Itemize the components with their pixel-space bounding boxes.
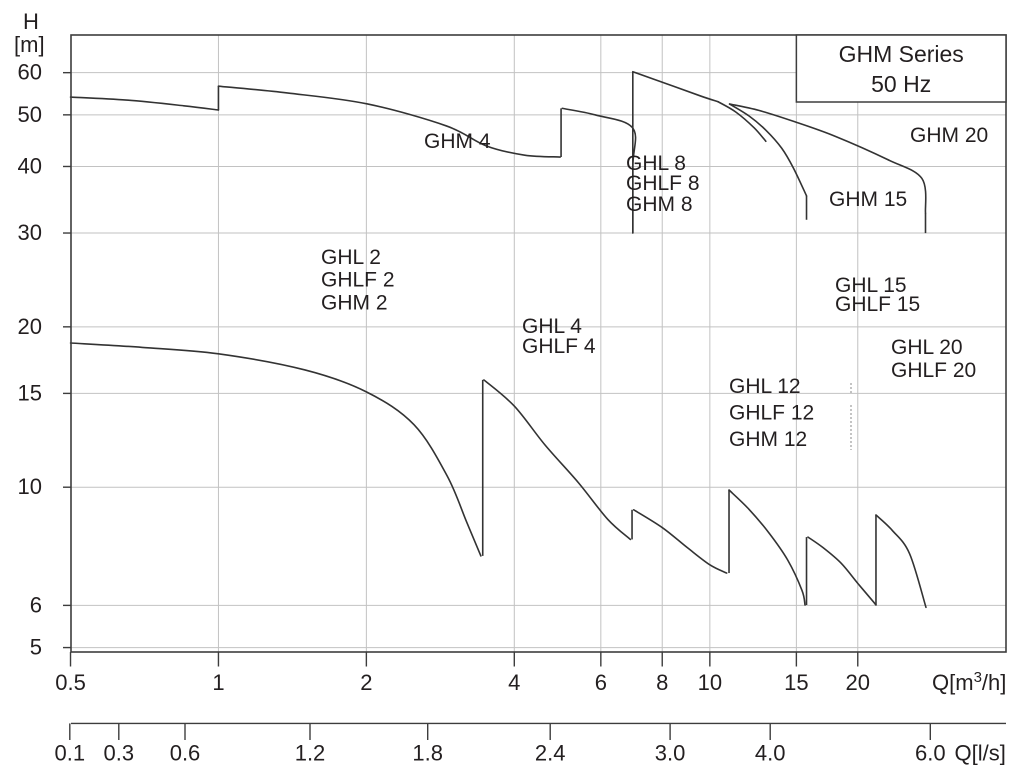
- svg-text:6: 6: [595, 670, 607, 695]
- svg-text:8: 8: [656, 670, 668, 695]
- svg-text:50: 50: [18, 102, 42, 127]
- svg-text:GHM Series: GHM Series: [839, 41, 964, 67]
- svg-text:GHLF 12: GHLF 12: [729, 402, 814, 425]
- svg-text:10: 10: [18, 474, 42, 499]
- svg-text:GHM 20: GHM 20: [910, 124, 988, 147]
- svg-text:2.4: 2.4: [535, 741, 566, 766]
- svg-text:4.0: 4.0: [755, 741, 786, 766]
- svg-text:GHM 2: GHM 2: [321, 292, 388, 315]
- svg-text:0.5: 0.5: [55, 670, 86, 695]
- svg-text:60: 60: [18, 60, 42, 85]
- svg-text:3.0: 3.0: [655, 741, 686, 766]
- svg-text:1.8: 1.8: [412, 741, 443, 766]
- svg-text:50 Hz: 50 Hz: [871, 71, 931, 97]
- svg-text:GHLF 15: GHLF 15: [835, 293, 920, 316]
- svg-text:40: 40: [18, 153, 42, 178]
- svg-text:4: 4: [508, 670, 520, 695]
- svg-text:GHM 8: GHM 8: [626, 193, 693, 216]
- svg-text:0.3: 0.3: [104, 741, 135, 766]
- svg-text:20: 20: [18, 314, 42, 339]
- svg-text:15: 15: [18, 380, 42, 405]
- svg-text:30: 30: [18, 220, 42, 245]
- svg-text:GHM 12: GHM 12: [729, 428, 807, 451]
- svg-text:6: 6: [30, 592, 42, 617]
- svg-text:GHLF 2: GHLF 2: [321, 269, 395, 292]
- svg-text:Q[l/s]: Q[l/s]: [955, 741, 1006, 766]
- svg-text:15: 15: [784, 670, 808, 695]
- svg-text:1: 1: [212, 670, 224, 695]
- svg-text:1.2: 1.2: [295, 741, 326, 766]
- svg-text:0.6: 0.6: [170, 741, 201, 766]
- svg-text:2: 2: [360, 670, 372, 695]
- svg-text:10: 10: [698, 670, 722, 695]
- svg-text:GHM 4: GHM 4: [424, 130, 491, 153]
- svg-text:GHLF 4: GHLF 4: [522, 335, 596, 358]
- svg-text:GHLF 20: GHLF 20: [891, 359, 976, 382]
- svg-text:20: 20: [846, 670, 870, 695]
- svg-text:6.0: 6.0: [915, 741, 946, 766]
- svg-text:5: 5: [30, 635, 42, 660]
- svg-text:GHM 15: GHM 15: [829, 188, 907, 211]
- svg-text:0.1: 0.1: [55, 741, 86, 766]
- svg-text:H: H: [23, 9, 39, 34]
- svg-text:[m]: [m]: [14, 32, 45, 57]
- svg-text:GHL 2: GHL 2: [321, 246, 381, 269]
- svg-text:GHL 12: GHL 12: [729, 375, 801, 398]
- svg-text:GHLF 8: GHLF 8: [626, 172, 700, 195]
- svg-text:GHL 20: GHL 20: [891, 336, 963, 359]
- svg-text:Q[m3/h]: Q[m3/h]: [932, 669, 1006, 695]
